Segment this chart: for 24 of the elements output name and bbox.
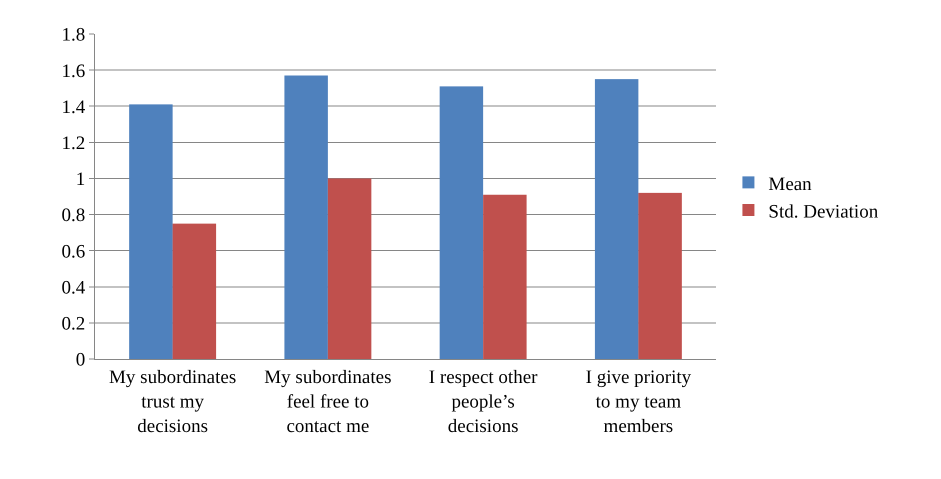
bar [328, 178, 372, 359]
bar [129, 104, 173, 359]
y-tick-label: 0.2 [61, 314, 86, 335]
y-tick-label: 1.8 [61, 24, 86, 46]
legend-label: Mean [768, 174, 812, 195]
bar [172, 224, 216, 359]
bar [284, 76, 328, 359]
x-tick-label: My subordinates feel free to contact me [264, 366, 392, 438]
bar [440, 86, 484, 359]
x-tick-label: I respect other people’s decisions [428, 366, 538, 438]
bar [594, 79, 638, 359]
y-tick-label: 1 [76, 169, 86, 190]
x-tick-label: My subordinates trust my decisions [109, 366, 236, 438]
y-tick-label: 1.2 [61, 132, 86, 154]
y-tick-label: 0.8 [61, 205, 86, 226]
y-tick-label: 0.4 [61, 277, 86, 298]
y-tick-label: 0.6 [61, 241, 86, 262]
y-tick-label: 1.4 [61, 96, 86, 118]
x-tick-label: I give priority to my team members [586, 366, 692, 438]
y-tick-label: 0 [76, 350, 86, 371]
y-tick-label: 1.6 [61, 60, 86, 82]
legend-label: Std. Deviation [768, 201, 879, 222]
bar [638, 192, 682, 359]
bar [483, 194, 527, 359]
